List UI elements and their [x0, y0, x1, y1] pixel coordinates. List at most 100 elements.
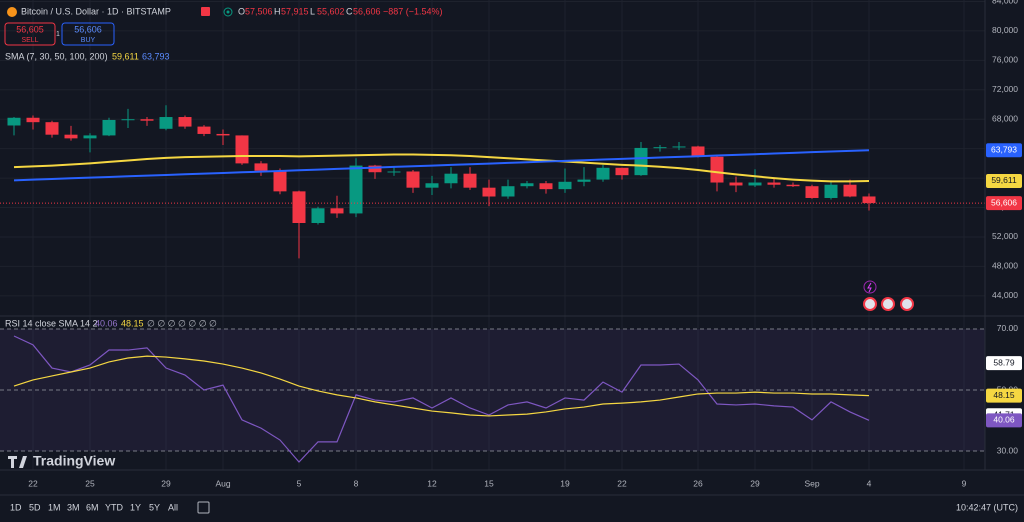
range-button[interactable]: 1Y — [130, 502, 141, 512]
x-tick-label: 15 — [484, 478, 494, 488]
clock: 10:42:47 (UTC) — [956, 502, 1018, 512]
y-tick-label: 48,000 — [992, 261, 1018, 271]
y-tick-label: 44,000 — [992, 290, 1018, 300]
value-badge-text: 48.15 — [993, 390, 1015, 400]
buy-button[interactable] — [61, 22, 115, 46]
logo-mark — [8, 456, 27, 468]
line-series — [13, 149, 870, 182]
candle-body — [406, 171, 420, 188]
y-tick-label: 76,000 — [992, 55, 1018, 65]
candle-body — [273, 170, 287, 192]
candle-body — [254, 163, 268, 171]
x-tick-label: 12 — [427, 478, 437, 488]
candle-body — [672, 146, 686, 148]
candle-body — [520, 183, 534, 187]
candle-body — [197, 126, 211, 134]
x-tick-label: 9 — [962, 478, 967, 488]
range-button[interactable]: 1D — [10, 502, 22, 512]
event-bolt — [867, 282, 872, 293]
range-button[interactable]: 3M — [67, 502, 80, 512]
range-toolbar: 1D 5D 1M 3M 6M YTD 1Y 5Y All — [10, 502, 178, 512]
sell-label: SELL — [21, 37, 38, 44]
event-icon[interactable] — [863, 280, 877, 294]
scale-badge — [986, 356, 1022, 371]
candle-body — [786, 184, 800, 187]
x-tick-label: 19 — [560, 478, 570, 488]
logo: TradingView — [33, 453, 115, 469]
range-button[interactable]: 1M — [48, 502, 61, 512]
range-button[interactable]: 5D — [29, 502, 41, 512]
ohlc-key: H — [274, 6, 281, 16]
status-dot — [226, 10, 230, 14]
candle-body — [45, 122, 59, 135]
candle-body — [311, 208, 325, 224]
candle-body — [539, 183, 553, 190]
price-badge-text: 56,606 — [991, 197, 1017, 207]
y-tick-label: 80,000 — [992, 25, 1018, 35]
candle-body — [596, 167, 610, 180]
plot: 22 25 29 Aug 5 8 12 15 19 22 26 29 Sep 4 9 44,000 48,000… — [0, 0, 1022, 488]
y-tick-label: 70.00 — [997, 323, 1019, 333]
event-flag[interactable] — [881, 297, 895, 311]
range-button[interactable]: 5Y — [149, 502, 160, 512]
spread: 1 — [56, 31, 60, 38]
symbol[interactable]: Bitcoin / U.S. Dollar · 1D · BITSTAMP — [21, 6, 171, 16]
candle-body — [330, 208, 344, 214]
sma-legend[interactable]: SMA (7, 30, 50, 100, 200) — [5, 51, 108, 61]
candle-body — [767, 182, 781, 185]
candle-body — [558, 181, 572, 190]
value-badge-text: 63,793 — [991, 144, 1017, 154]
rsi-extra: ∅ ∅ ∅ ∅ ∅ ∅ ∅ — [147, 318, 217, 328]
candle-body — [748, 182, 762, 186]
x-tick-label: Sep — [804, 478, 819, 488]
ohlc-value: 55,602 — [317, 6, 345, 16]
candle-body — [140, 119, 154, 121]
candle-body — [368, 165, 382, 173]
candle-body — [235, 135, 249, 164]
event-flag[interactable] — [900, 297, 914, 311]
line-series — [13, 153, 870, 183]
x-tick-label: 8 — [354, 478, 359, 488]
symbol-icon — [7, 7, 17, 17]
y-tick-label: 72,000 — [992, 84, 1018, 94]
candle-body — [824, 184, 838, 198]
x-tick-label: 4 — [867, 478, 872, 488]
candle-body — [121, 119, 135, 121]
line-series — [13, 355, 870, 417]
x-tick-label: 26 — [693, 478, 703, 488]
ohlc-key: L — [310, 6, 315, 16]
value-badge — [986, 388, 1022, 403]
candle-body — [178, 117, 192, 127]
event-flag[interactable] — [863, 297, 877, 311]
flag-icon[interactable] — [201, 7, 210, 16]
candle-body — [159, 117, 173, 129]
ohlc-legend: O 57,506 H 57,915 L 55,602 C 56,606 — [238, 6, 381, 16]
candle-body — [349, 165, 363, 214]
status-icon — [223, 7, 233, 17]
x-tick-label: 29 — [750, 478, 760, 488]
candle-body — [634, 147, 648, 176]
rsi-legend[interactable]: RSI 14 close SMA 14 2 — [5, 318, 98, 328]
rsi-sma-value: 48.15 — [121, 318, 144, 328]
candle-body — [653, 147, 667, 149]
sell-button[interactable] — [4, 22, 56, 46]
value-badge — [986, 173, 1022, 188]
range-button[interactable]: All — [168, 502, 178, 512]
candle-body — [691, 146, 705, 157]
calendar-icon[interactable] — [197, 501, 210, 514]
buy-price: 56,606 — [74, 24, 102, 34]
x-tick-label: 5 — [297, 478, 302, 488]
ohlc-value: 57,915 — [281, 6, 309, 16]
candle-body — [843, 184, 857, 197]
candle-body — [26, 117, 40, 123]
x-tick-label: 25 — [85, 478, 95, 488]
y-tick-label: 68,000 — [992, 113, 1018, 123]
change: −887 (−1.54%) — [383, 6, 443, 16]
range-button[interactable]: YTD — [105, 502, 124, 512]
sma-value: 59,611 — [112, 51, 139, 61]
candle-body — [7, 117, 21, 126]
candle-body — [444, 173, 458, 184]
rsi-value: 40.06 — [95, 318, 118, 328]
range-button[interactable]: 6M — [86, 502, 99, 512]
